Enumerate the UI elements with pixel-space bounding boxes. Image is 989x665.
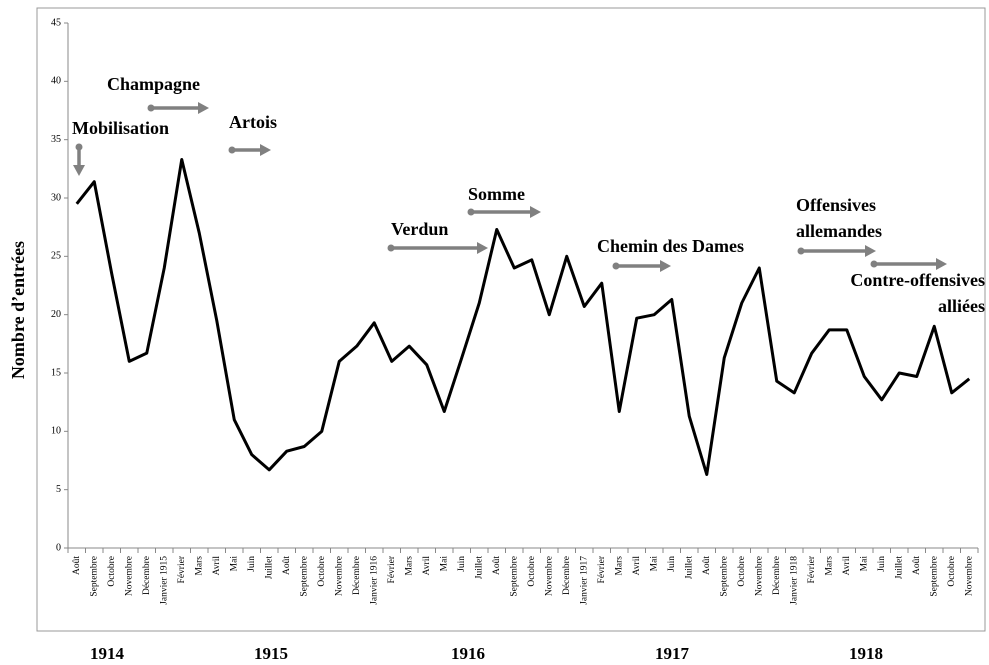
x-tick-label: Septembre [719,556,729,597]
x-tick-label: Mars [824,556,834,576]
annotation-label: Contre-offensives [850,270,985,290]
x-tick-label: Janvier 1916 [369,556,379,605]
x-tick-label: Septembre [929,556,939,597]
x-tick-label: Mars [614,556,624,576]
x-tick-label: Septembre [299,556,309,597]
annotation-label: alliées [938,296,985,316]
x-tick-label: Février [387,555,397,583]
x-tick-label: Avril [842,556,852,576]
x-tick-label: Novembre [544,556,554,596]
annotation-label: Chemin des Dames [597,236,744,256]
x-tick-label: Juillet [684,556,694,580]
x-tick-label: Avril [632,556,642,576]
y-tick-label: 35 [51,134,61,145]
x-tick-label: Mai [859,556,869,572]
x-tick-label: Octobre [947,556,957,587]
annotation-label: allemandes [796,221,882,241]
x-tick-label: Mai [439,556,449,572]
annotation-arrow-head [865,245,876,257]
annotation-arrow-head [73,165,85,176]
y-tick-label: 15 [51,367,61,378]
x-tick-label: Janvier 1915 [159,556,169,605]
x-tick-label: Août [492,556,502,575]
x-tick-label: Juillet [264,556,274,580]
x-tick-label: Novembre [124,556,134,596]
annotation-arrow-head [477,242,488,254]
x-tick-label: Mai [229,556,239,572]
x-tick-label: Décembre [772,556,782,595]
x-tick-label: Septembre [89,556,99,597]
x-tick-label: Avril [212,556,222,576]
year-label: 1916 [451,644,485,663]
annotation-label: Artois [229,112,277,132]
x-tick-label: Octobre [317,556,327,587]
data-line [75,158,971,476]
x-tick-label: Mai [649,556,659,572]
x-tick-label: Mars [194,556,204,576]
x-tick-label: Février [807,555,817,583]
y-tick-label: 0 [56,542,61,553]
annotation-label: Champagne [107,74,200,94]
x-tick-label: Février [177,555,187,583]
x-tick-label: Juillet [474,556,484,580]
x-tick-label: Août [702,556,712,575]
x-tick-label: Août [912,556,922,575]
x-tick-label: Novembre [334,556,344,596]
annotation-label: Verdun [391,219,448,239]
y-tick-label: 30 [51,192,61,203]
annotation-label: Mobilisation [72,118,169,138]
x-tick-label: Mars [404,556,414,576]
x-tick-label: Septembre [509,556,519,597]
x-tick-label: Juin [457,556,467,572]
y-tick-label: 20 [51,309,61,320]
x-tick-label: Octobre [527,556,537,587]
x-tick-label: Octobre [737,556,747,587]
annotation-arrow-head [936,258,947,270]
y-tick-label: 5 [56,484,61,495]
annotation-arrow-head [198,102,209,114]
x-tick-label: Août [282,556,292,575]
x-tick-label: Janvier 1918 [789,556,799,605]
x-tick-label: Août [72,556,82,575]
x-tick-label: Octobre [107,556,117,587]
annotation-label: Somme [468,184,525,204]
year-label: 1915 [254,644,288,663]
year-label: 1914 [90,644,125,663]
year-label: 1918 [849,644,883,663]
x-tick-label: Décembre [562,556,572,595]
annotation-arrow-head [260,144,271,156]
y-tick-label: 25 [51,251,61,262]
y-tick-label: 10 [51,426,61,437]
x-tick-label: Juillet [894,556,904,580]
x-tick-label: Novembre [964,556,974,596]
y-axis-label: Nombre d’entrées [8,241,28,379]
y-tick-label: 40 [51,76,61,87]
y-tick-label: 45 [51,17,61,28]
x-tick-label: Juin [877,556,887,572]
annotation-label: Offensives [796,195,876,215]
chart-frame [36,7,986,632]
x-tick-label: Décembre [352,556,362,595]
x-tick-label: Novembre [754,556,764,596]
x-tick-label: Janvier 1917 [579,556,589,605]
annotation-arrow-head [660,260,671,272]
x-tick-label: Juin [667,556,677,572]
x-tick-label: Juin [247,556,257,572]
annotation-arrow-head [530,206,541,218]
x-tick-label: Avril [422,556,432,576]
x-tick-label: Décembre [142,556,152,595]
x-tick-label: Février [597,555,607,583]
year-label: 1917 [655,644,690,663]
